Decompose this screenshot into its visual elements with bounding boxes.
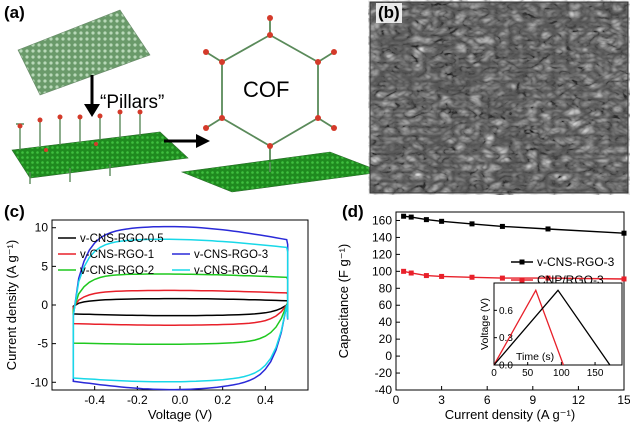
series-line-v-CNS-RGO-3 — [403, 215, 625, 234]
x-tick-label: -0.4 — [84, 393, 105, 407]
panel-b-sem-image: (b) — [368, 0, 630, 195]
inset-x-tick-label: 150 — [587, 368, 604, 379]
y-tick-label: -40 — [375, 383, 393, 397]
y-tick-label: 120 — [372, 247, 392, 261]
graphene-sheet-cof — [180, 151, 383, 193]
inset-x-tick-label: 50 — [522, 368, 534, 379]
x-tick-label: 12 — [572, 393, 586, 407]
x-tick-label: 0.0 — [172, 393, 189, 407]
data-point — [439, 273, 445, 279]
inset-curve — [493, 289, 611, 366]
y-tick-label: 140 — [372, 230, 392, 244]
y-tick-label: 10 — [35, 221, 49, 235]
x-axis-label: Current density (A g⁻¹) — [445, 407, 575, 422]
y-axis-label: Capacitance (F g⁻¹) — [336, 244, 351, 359]
x-tick-label: 3 — [438, 393, 445, 407]
y-tick-label: -5 — [37, 337, 48, 351]
panel-d-capacitance-chart: (d) 0 3 6 9 12 15 -40 -20 0 20 40 60 80 100 120 140 160 C… — [318, 200, 630, 425]
y-tick-label: 40 — [379, 315, 393, 329]
y-tick-label: 0 — [41, 298, 48, 312]
y-tick-label: 20 — [379, 332, 393, 346]
inset-y-tick-label: 0.0 — [499, 361, 513, 372]
x-tick-label: 15 — [617, 393, 630, 407]
cof-boron-nodes — [203, 15, 337, 149]
y-tick-label: 80 — [379, 281, 393, 295]
x-axis-label: Voltage (V) — [148, 407, 212, 422]
capacitance-chart-svg: 0 3 6 9 12 15-40-20020406080100120140160Curre… — [336, 211, 630, 422]
cv-curve-v-CNS-RGO-4 — [72, 238, 289, 383]
graphene-sheet-pillared — [11, 131, 189, 179]
graphene-sheet-top — [17, 9, 151, 96]
cv-curve-v-CNS-RGO-1 — [72, 289, 289, 326]
data-point — [499, 275, 505, 281]
plot-frame — [395, 211, 625, 391]
legend-entry: v-CNS-RGO-4 — [194, 265, 269, 277]
inset-y-axis-label: Voltage (V) — [479, 298, 491, 350]
legend-entry: v-CNS-RGO-2 — [80, 265, 154, 277]
inset-curve — [493, 288, 565, 366]
x-tick-label: 0 — [393, 393, 400, 407]
y-tick-label: 5 — [41, 259, 48, 273]
y-tick-label: 60 — [379, 298, 393, 312]
sem-micrograph — [369, 1, 629, 194]
legend-entry: v-CNS-RGO-0.5 — [80, 233, 164, 245]
data-point — [469, 274, 475, 280]
x-tick-label: 0.4 — [257, 393, 274, 407]
right-arrow-icon — [196, 134, 210, 148]
inset-x-axis-label: Time (s) — [516, 351, 554, 363]
data-point — [423, 217, 429, 223]
pillar-oxygen-atoms — [17, 109, 143, 152]
y-tick-label: 100 — [372, 264, 392, 278]
inset-y-tick-label: 0.3 — [499, 333, 513, 344]
inset-y-tick-label: 0.6 — [499, 306, 513, 317]
y-axis-label: Current density (A g⁻¹) — [4, 240, 19, 370]
panel-label-d: (d) — [342, 202, 364, 221]
x-tick-label: 0.2 — [214, 393, 231, 407]
data-point — [469, 221, 475, 227]
data-point — [439, 218, 445, 224]
series-line-CNP/RGO-3 — [403, 270, 625, 280]
panel-label-b: (b) — [376, 3, 402, 23]
inset-x-tick-label: 0 — [491, 368, 497, 379]
data-point — [545, 226, 551, 232]
x-tick-label: 9 — [529, 393, 536, 407]
cv-curve-v-CNS-RGO-3 — [72, 225, 289, 391]
cv-curve-v-CNS-RGO-0.5 — [72, 297, 289, 317]
y-tick-label: -10 — [31, 375, 49, 389]
inset-x-tick-label: 100 — [553, 368, 570, 379]
pillars-label: “Pillars” — [100, 92, 164, 113]
y-tick-label: -20 — [375, 366, 393, 380]
legend-entry: v-CNS-RGO-3 — [194, 249, 268, 261]
data-point — [423, 273, 429, 279]
panel-label-a: (a) — [4, 3, 25, 22]
inset-frame — [493, 282, 623, 366]
x-tick-label: 6 — [484, 393, 491, 407]
data-point — [408, 270, 414, 276]
y-tick-label: 0 — [385, 349, 392, 363]
data-point — [401, 213, 407, 219]
panel-a-schematic: (a) “Pillars” — [0, 0, 392, 195]
panel-label-c: (c) — [4, 202, 25, 221]
data-point — [499, 223, 505, 229]
down-arrow-icon — [84, 104, 100, 117]
data-point — [621, 230, 627, 236]
cv-chart-svg: -0.4 -0.2 0.0 0.2 0.4 -10 -5 0 5 10 Voltage (V) Cur… — [4, 219, 309, 422]
cof-label: COF — [243, 77, 289, 102]
legend-marker — [519, 259, 525, 265]
legend-entry: v-CNS-RGO-1 — [80, 249, 154, 261]
schematic-illustration: “Pillars” COF — [11, 9, 383, 193]
legend-entry: v-CNS-RGO-3 — [537, 255, 615, 269]
data-point — [408, 214, 414, 220]
y-tick-label: 160 — [372, 213, 392, 227]
cv-curve-v-CNS-RGO-2 — [72, 273, 289, 345]
legend-marker — [519, 277, 525, 283]
data-point — [545, 275, 551, 281]
data-point — [621, 276, 627, 282]
data-point — [401, 268, 407, 274]
x-tick-label: -0.2 — [127, 393, 148, 407]
panel-c-cv-chart: (c) -0.4 -0.2 0.0 0.2 0.4 -10 -5 0 5 10 Voltage (V… — [0, 200, 318, 425]
